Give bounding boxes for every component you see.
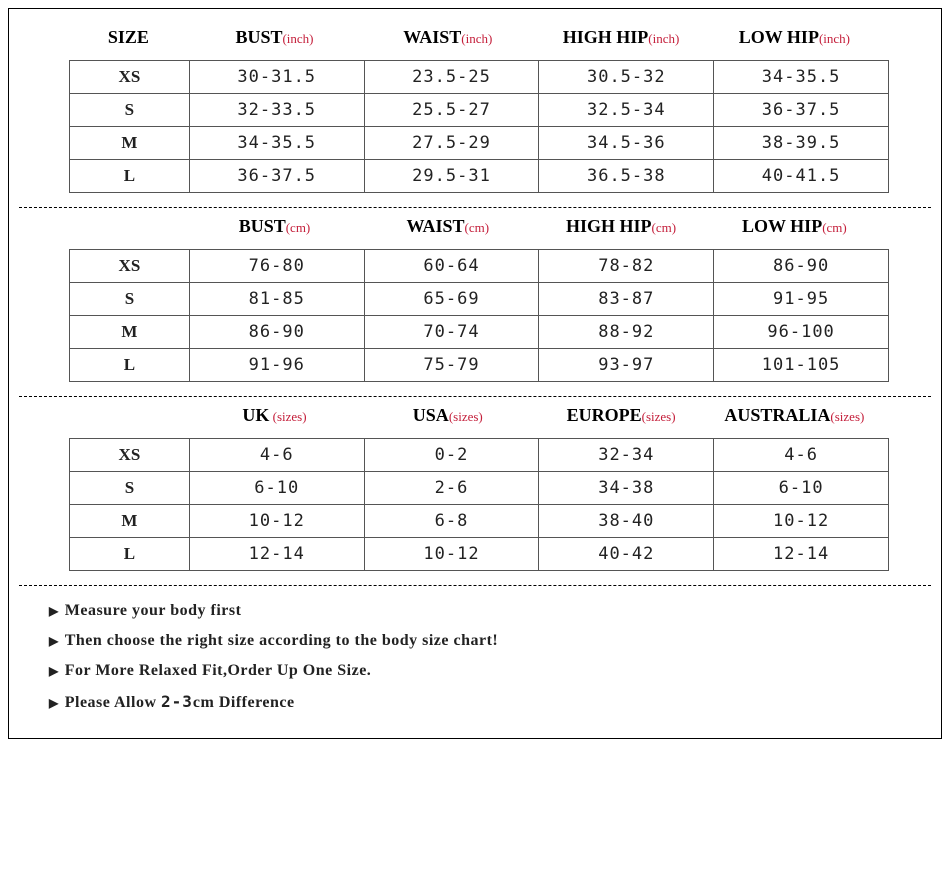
header-lowhip-cm: LOW HIP(cm) bbox=[708, 216, 881, 237]
header-highhip-inch: HIGH HIP(inch) bbox=[534, 27, 707, 48]
header-uk: UK (sizes) bbox=[188, 405, 361, 426]
table-row: L36-37.529.5-3136.5-3840-41.5 bbox=[70, 160, 889, 193]
table-row: S6-102-634-386-10 bbox=[70, 472, 889, 505]
arrow-icon: ▶ bbox=[49, 696, 59, 711]
notes: ▶Measure your body first ▶Then choose th… bbox=[9, 586, 941, 718]
header-row-sizes: UK (sizes) USA(sizes) EUROPE(sizes) AUST… bbox=[69, 397, 881, 438]
table-row: XS30-31.523.5-2530.5-3234-35.5 bbox=[70, 61, 889, 94]
table-row: XS76-8060-6478-8286-90 bbox=[70, 250, 889, 283]
header-lowhip-inch: LOW HIP(inch) bbox=[708, 27, 881, 48]
note-line: ▶Then choose the right size according to… bbox=[49, 626, 901, 656]
table-row: L12-1410-1240-4212-14 bbox=[70, 538, 889, 571]
section-sizes: UK (sizes) USA(sizes) EUROPE(sizes) AUST… bbox=[9, 397, 941, 571]
table-row: L91-9675-7993-97101-105 bbox=[70, 349, 889, 382]
header-usa: USA(sizes) bbox=[361, 405, 534, 426]
table-row: S32-33.525.5-2732.5-3436-37.5 bbox=[70, 94, 889, 127]
table-cm: XS76-8060-6478-8286-90 S81-8565-6983-879… bbox=[69, 249, 889, 382]
header-europe: EUROPE(sizes) bbox=[534, 405, 707, 426]
header-size: SIZE bbox=[69, 27, 188, 48]
header-row-inch: SIZE BUST(inch) WAIST(inch) HIGH HIP(inc… bbox=[69, 19, 881, 60]
arrow-icon: ▶ bbox=[49, 664, 59, 679]
table-row: M10-126-838-4010-12 bbox=[70, 505, 889, 538]
header-row-cm: BUST(cm) WAIST(cm) HIGH HIP(cm) LOW HIP(… bbox=[69, 208, 881, 249]
note-line: ▶For More Relaxed Fit,Order Up One Size. bbox=[49, 656, 901, 686]
section-inch: SIZE BUST(inch) WAIST(inch) HIGH HIP(inc… bbox=[9, 19, 941, 193]
size-chart-container: SIZE BUST(inch) WAIST(inch) HIGH HIP(inc… bbox=[8, 8, 942, 739]
note-line: ▶Measure your body first bbox=[49, 596, 901, 626]
section-cm: BUST(cm) WAIST(cm) HIGH HIP(cm) LOW HIP(… bbox=[9, 208, 941, 382]
header-australia: AUSTRALIA(sizes) bbox=[708, 405, 881, 426]
arrow-icon: ▶ bbox=[49, 634, 59, 649]
header-bust-inch: BUST(inch) bbox=[188, 27, 361, 48]
header-bust-cm: BUST(cm) bbox=[188, 216, 361, 237]
table-row: S81-8565-6983-8791-95 bbox=[70, 283, 889, 316]
table-inch: XS30-31.523.5-2530.5-3234-35.5 S32-33.52… bbox=[69, 60, 889, 193]
table-sizes: XS4-60-232-344-6 S6-102-634-386-10 M10-1… bbox=[69, 438, 889, 571]
header-highhip-cm: HIGH HIP(cm) bbox=[534, 216, 707, 237]
note-line: ▶Please Allow 2-3cm Difference bbox=[49, 686, 901, 718]
arrow-icon: ▶ bbox=[49, 604, 59, 619]
table-row: XS4-60-232-344-6 bbox=[70, 439, 889, 472]
header-waist-cm: WAIST(cm) bbox=[361, 216, 534, 237]
table-row: M34-35.527.5-2934.5-3638-39.5 bbox=[70, 127, 889, 160]
header-waist-inch: WAIST(inch) bbox=[361, 27, 534, 48]
table-row: M86-9070-7488-9296-100 bbox=[70, 316, 889, 349]
